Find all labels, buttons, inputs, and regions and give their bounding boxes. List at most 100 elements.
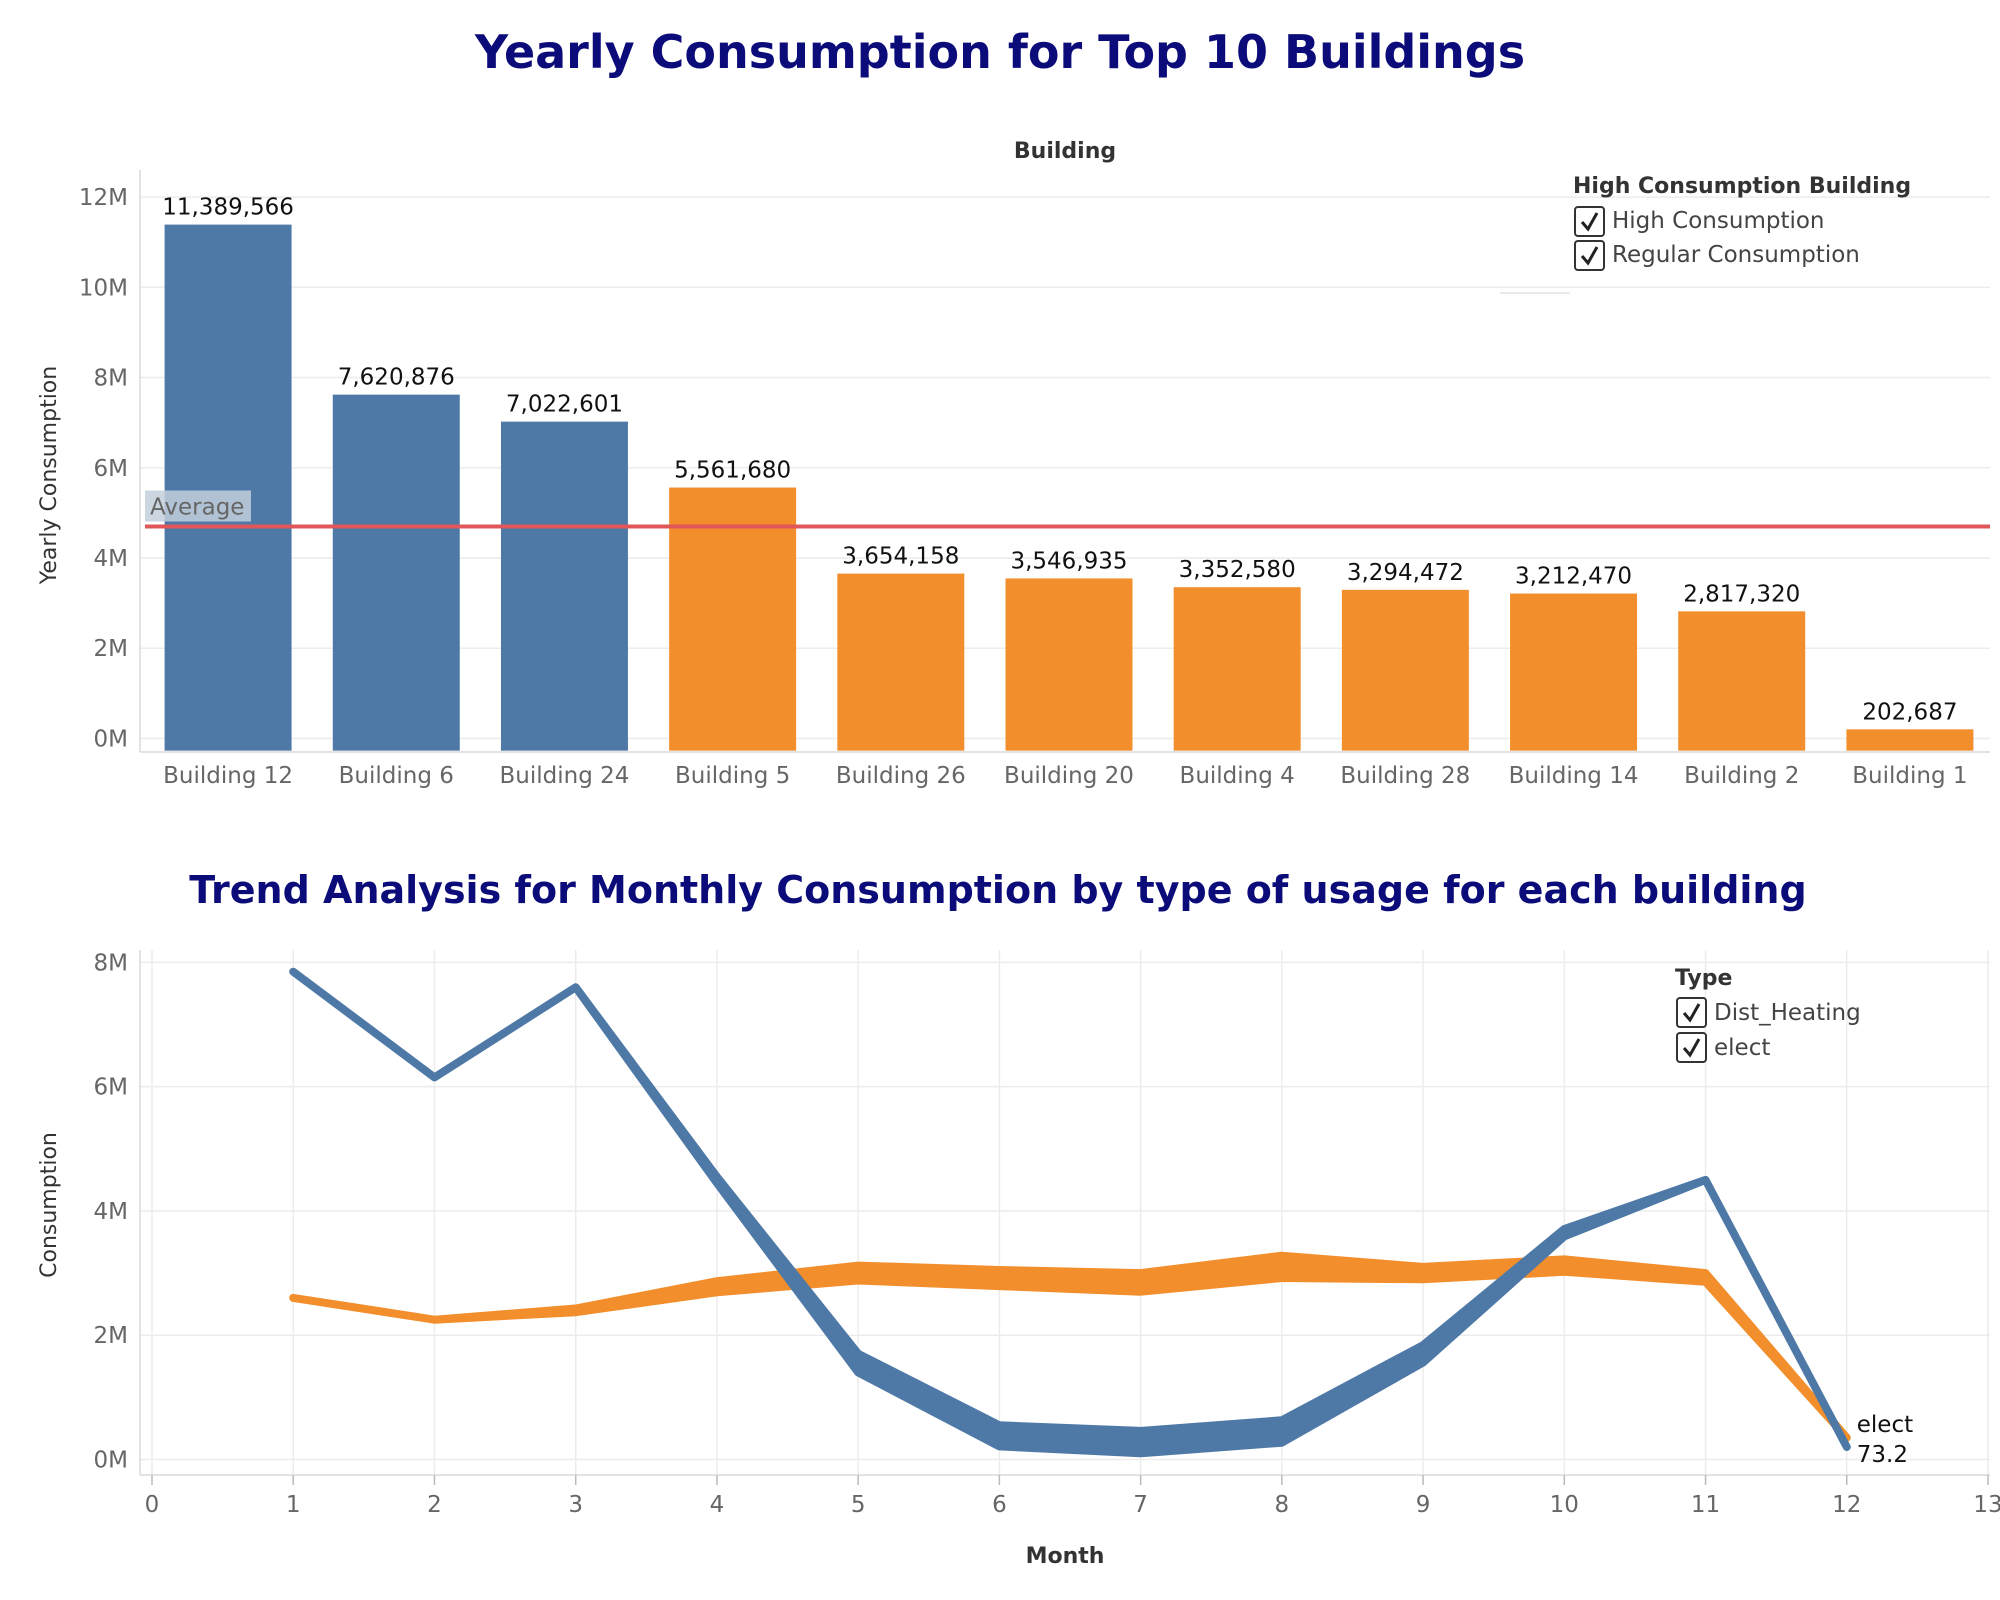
bar[interactable] bbox=[332, 394, 460, 751]
checkmark-icon bbox=[1682, 1003, 1701, 1023]
bar-chart-y-ticks: 0M 2M 4M 6M 8M 10M 12M bbox=[79, 185, 128, 752]
series-line-elect[interactable] bbox=[289, 1251, 1851, 1442]
line-x-tick-label: 8 bbox=[1275, 1492, 1290, 1518]
bar-chart-header: Building bbox=[1014, 139, 1116, 164]
bar[interactable] bbox=[1510, 593, 1638, 751]
bar-x-tick-label: Building 5 bbox=[675, 763, 790, 789]
line-legend-title: Type bbox=[1675, 966, 1732, 991]
bar-y-tick-label: 6M bbox=[94, 456, 128, 482]
bar-x-tick-label: Building 14 bbox=[1509, 763, 1639, 789]
line-y-tick-label: 2M bbox=[94, 1323, 128, 1349]
bar-x-tick-label: Building 26 bbox=[836, 763, 966, 789]
bar-x-tick-label: Building 2 bbox=[1684, 763, 1799, 789]
bar-chart-bars bbox=[164, 224, 1974, 751]
bar[interactable] bbox=[1341, 589, 1469, 751]
line-x-tick-label: 6 bbox=[992, 1492, 1007, 1518]
line-y-tick-label: 8M bbox=[94, 950, 128, 976]
line-x-tick-label: 5 bbox=[851, 1492, 866, 1518]
line-x-tick-label: 7 bbox=[1133, 1492, 1148, 1518]
bar-data-label: 202,687 bbox=[1862, 699, 1957, 725]
checkbox-icon[interactable] bbox=[1676, 997, 1707, 1028]
bar[interactable] bbox=[669, 487, 797, 751]
line-chart-x-ticks: 0 1 2 3 4 5 6 7 8 9 10 11 12 13 bbox=[145, 1475, 2000, 1518]
bar-chart-title: Yearly Consumption for Top 10 Buildings bbox=[474, 25, 1525, 79]
series-line-dist-heating[interactable] bbox=[289, 967, 1851, 1458]
bar-chart-x-ticks: Building 12 Building 6 Building 24 Building… bbox=[163, 763, 1967, 789]
line-chart-y-axis-title: Consumption bbox=[37, 1132, 62, 1278]
checkbox-icon[interactable] bbox=[1676, 1032, 1707, 1063]
annotation-series-label: elect bbox=[1857, 1412, 1913, 1438]
annotation-value-label: 73.2 bbox=[1857, 1442, 1908, 1468]
bar-chart-legend: High Consumption Building High Consumpti… bbox=[1500, 174, 1911, 294]
bar-legend-item-regular[interactable]: Regular Consumption bbox=[1574, 240, 1860, 271]
line-x-tick-label: 10 bbox=[1550, 1492, 1579, 1518]
bar[interactable] bbox=[837, 573, 965, 751]
bar-data-label: 11,389,566 bbox=[162, 195, 294, 221]
bar-x-tick-label: Building 1 bbox=[1852, 763, 1967, 789]
line-chart-x-axis-title: Month bbox=[1026, 1544, 1105, 1569]
bar-x-tick-label: Building 6 bbox=[339, 763, 454, 789]
bar-data-label: 5,561,680 bbox=[674, 458, 791, 484]
checkmark-icon bbox=[1580, 212, 1599, 232]
line-chart-legend: Type Dist_Heating elect bbox=[1675, 966, 1861, 1063]
bar[interactable] bbox=[1846, 729, 1974, 751]
bar-data-label: 7,620,876 bbox=[338, 365, 455, 391]
line-legend-item-dist-heating[interactable]: Dist_Heating bbox=[1676, 997, 1861, 1028]
bar[interactable] bbox=[500, 421, 628, 751]
average-label: Average bbox=[150, 495, 244, 521]
bar-data-label: 3,352,580 bbox=[1179, 557, 1296, 583]
line-legend-label: Dist_Heating bbox=[1714, 1000, 1861, 1026]
line-x-tick-label: 4 bbox=[710, 1492, 725, 1518]
line-chart-y-ticks: 0M 2M 4M 6M 8M bbox=[94, 950, 128, 1473]
average-label-background bbox=[145, 490, 251, 522]
bar-y-tick-label: 10M bbox=[79, 275, 128, 301]
bar-chart-average-line: Average bbox=[145, 490, 1990, 529]
checkbox-icon[interactable] bbox=[1574, 206, 1605, 237]
bar-x-tick-label: Building 28 bbox=[1340, 763, 1470, 789]
bar-y-tick-label: 4M bbox=[94, 546, 128, 572]
line-y-tick-label: 6M bbox=[94, 1075, 128, 1101]
bar-y-tick-label: 12M bbox=[79, 185, 128, 211]
line-y-tick-label: 4M bbox=[94, 1199, 128, 1225]
line-x-tick-label: 2 bbox=[427, 1492, 442, 1518]
checkmark-icon bbox=[1580, 246, 1599, 266]
line-legend-label: elect bbox=[1714, 1035, 1770, 1061]
bar-y-tick-label: 2M bbox=[94, 636, 128, 662]
line-legend-item-elect[interactable]: elect bbox=[1676, 1032, 1770, 1063]
line-chart-gridlines bbox=[139, 950, 1990, 1476]
bar-data-label: 3,294,472 bbox=[1347, 560, 1464, 586]
bar-legend-label: Regular Consumption bbox=[1612, 242, 1860, 268]
line-x-tick-label: 9 bbox=[1416, 1492, 1431, 1518]
bar[interactable] bbox=[1678, 611, 1806, 751]
bar-data-label: 2,817,320 bbox=[1683, 581, 1800, 607]
line-x-tick-label: 13 bbox=[1973, 1492, 2000, 1518]
line-x-tick-label: 0 bbox=[145, 1492, 160, 1518]
bar-x-tick-label: Building 20 bbox=[1004, 763, 1134, 789]
bar-legend-title: High Consumption Building bbox=[1573, 174, 1911, 199]
checkbox-icon[interactable] bbox=[1574, 240, 1605, 271]
bar-data-label: 3,546,935 bbox=[1010, 548, 1127, 574]
line-y-tick-label: 0M bbox=[94, 1447, 128, 1473]
checkmark-icon bbox=[1682, 1038, 1701, 1058]
bar-legend-label: High Consumption bbox=[1612, 208, 1825, 234]
line-x-tick-label: 12 bbox=[1832, 1492, 1861, 1518]
bar-legend-item-high[interactable]: High Consumption bbox=[1574, 206, 1825, 237]
bar-chart-data-labels: 11,389,566 7,620,876 7,022,601 5,561,680 3,6… bbox=[162, 195, 1957, 726]
bar-data-label: 7,022,601 bbox=[506, 392, 623, 418]
bar[interactable] bbox=[1173, 587, 1301, 751]
line-x-tick-label: 3 bbox=[568, 1492, 583, 1518]
bar[interactable] bbox=[164, 224, 292, 751]
line-chart-annotation: elect 73.2 bbox=[1857, 1412, 1913, 1468]
bar-y-tick-label: 8M bbox=[94, 366, 128, 392]
bar-y-tick-label: 0M bbox=[94, 726, 128, 752]
line-x-tick-label: 11 bbox=[1691, 1492, 1720, 1518]
line-chart-title: Trend Analysis for Monthly Consumption b… bbox=[189, 868, 1806, 912]
bar[interactable] bbox=[1005, 578, 1133, 751]
bar-chart-y-axis-title: Yearly Consumption bbox=[37, 366, 62, 585]
line-chart-series bbox=[289, 967, 1851, 1458]
bar-data-label: 3,654,158 bbox=[842, 544, 959, 570]
bar-data-label: 3,212,470 bbox=[1515, 564, 1632, 590]
bar-x-tick-label: Building 24 bbox=[500, 763, 630, 789]
